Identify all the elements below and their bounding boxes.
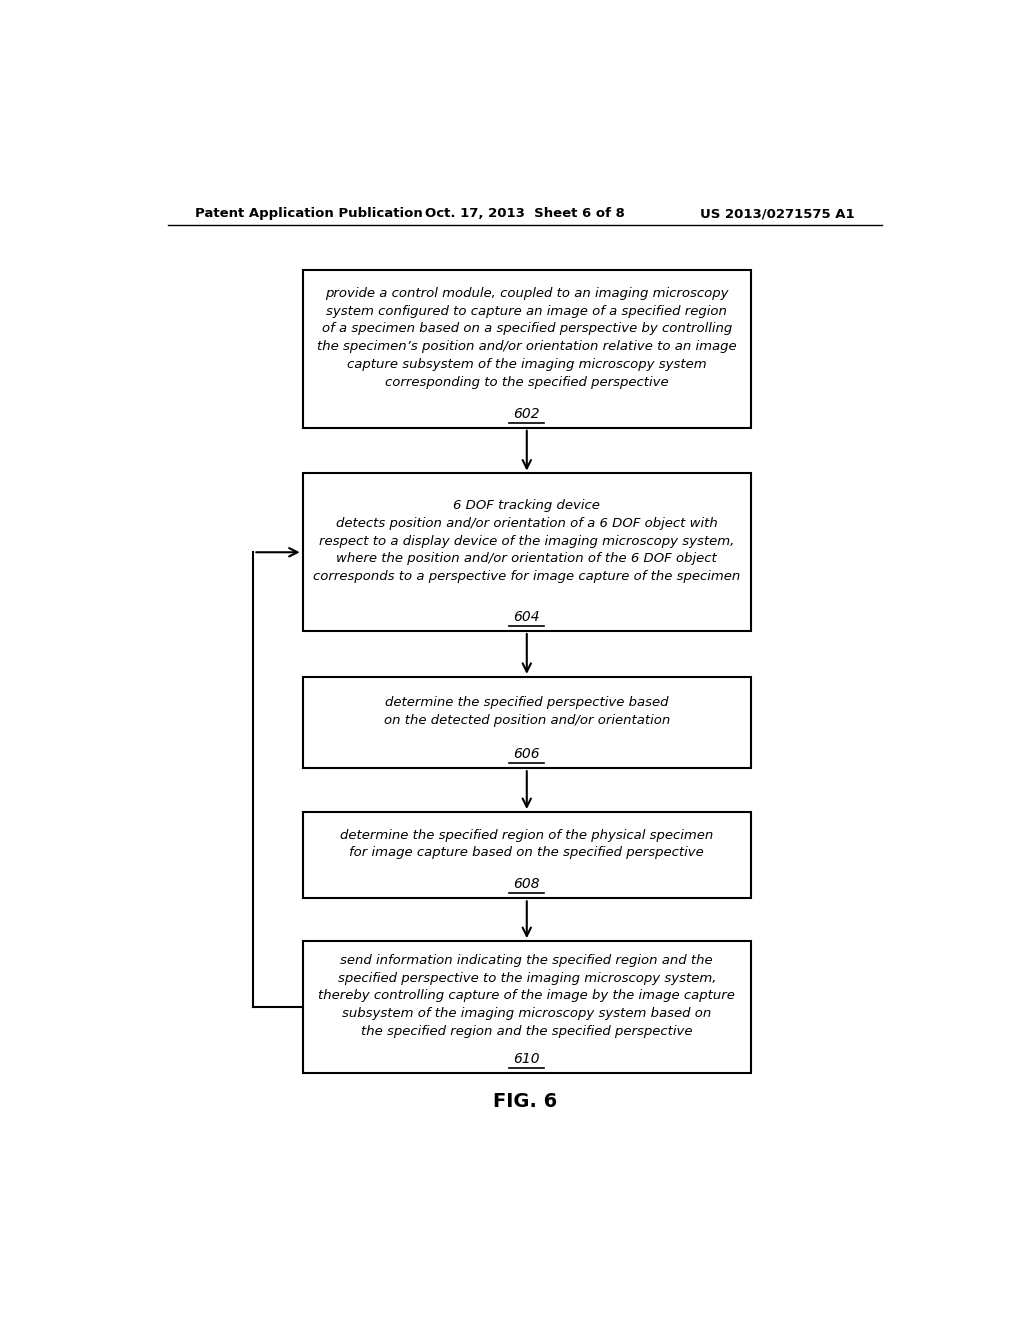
Text: for image capture based on the specified perspective: for image capture based on the specified…: [349, 846, 705, 859]
Text: provide a control module, coupled to an imaging microscopy: provide a control module, coupled to an …: [325, 286, 728, 300]
Bar: [303, 812, 751, 899]
Text: 608: 608: [513, 876, 540, 891]
Bar: [303, 271, 751, 428]
Text: send information indicating the specified region and the: send information indicating the specifie…: [340, 954, 713, 966]
Text: capture subsystem of the imaging microscopy system: capture subsystem of the imaging microsc…: [347, 358, 707, 371]
Text: Patent Application Publication: Patent Application Publication: [196, 207, 423, 220]
Text: 604: 604: [513, 610, 540, 624]
Bar: [303, 941, 751, 1073]
Text: US 2013/0271575 A1: US 2013/0271575 A1: [699, 207, 854, 220]
Text: 606: 606: [513, 747, 540, 762]
Text: 602: 602: [513, 407, 540, 421]
Text: determine the specified perspective based: determine the specified perspective base…: [385, 696, 669, 709]
Text: detects position and/or orientation of a 6 DOF object with: detects position and/or orientation of a…: [336, 517, 718, 529]
Text: on the detected position and/or orientation: on the detected position and/or orientat…: [384, 714, 670, 727]
Text: where the position and/or orientation of the 6 DOF object: where the position and/or orientation of…: [337, 552, 717, 565]
Text: corresponding to the specified perspective: corresponding to the specified perspecti…: [385, 376, 669, 389]
Text: thereby controlling capture of the image by the image capture: thereby controlling capture of the image…: [318, 990, 735, 1002]
Text: Oct. 17, 2013  Sheet 6 of 8: Oct. 17, 2013 Sheet 6 of 8: [425, 207, 625, 220]
Bar: [303, 677, 751, 768]
Text: the specimen’s position and/or orientation relative to an image: the specimen’s position and/or orientati…: [317, 341, 736, 354]
Text: subsystem of the imaging microscopy system based on: subsystem of the imaging microscopy syst…: [342, 1007, 712, 1020]
Text: corresponds to a perspective for image capture of the specimen: corresponds to a perspective for image c…: [313, 570, 740, 583]
Text: respect to a display device of the imaging microscopy system,: respect to a display device of the imagi…: [319, 535, 734, 548]
Text: the specified region and the specified perspective: the specified region and the specified p…: [361, 1026, 692, 1038]
Text: FIG. 6: FIG. 6: [493, 1092, 557, 1111]
Text: of a specimen based on a specified perspective by controlling: of a specimen based on a specified persp…: [322, 322, 732, 335]
Text: 610: 610: [513, 1052, 540, 1067]
Text: specified perspective to the imaging microscopy system,: specified perspective to the imaging mic…: [338, 972, 716, 985]
Bar: [303, 474, 751, 631]
Text: 6 DOF tracking device: 6 DOF tracking device: [454, 499, 600, 512]
Text: determine the specified region of the physical specimen: determine the specified region of the ph…: [340, 829, 714, 842]
Text: system configured to capture an image of a specified region: system configured to capture an image of…: [327, 305, 727, 318]
